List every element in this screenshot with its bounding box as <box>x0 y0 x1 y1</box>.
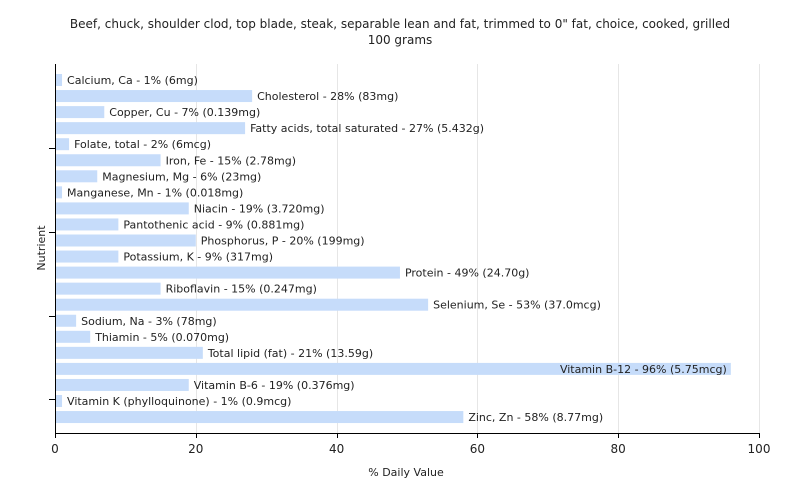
bar-label: Iron, Fe - 15% (2.78mg) <box>166 154 296 167</box>
bar-label: Selenium, Se - 53% (37.0mcg) <box>433 299 601 312</box>
bars <box>56 74 731 424</box>
x-axis-title: % Daily Value <box>368 466 444 479</box>
x-tick-label: 40 <box>329 442 344 456</box>
x-tick-label: 20 <box>188 442 203 456</box>
bar-label: Vitamin B-6 - 19% (0.376mg) <box>194 379 355 392</box>
x-tick-label: 0 <box>51 442 59 456</box>
bar-label: Pantothenic acid - 9% (0.881mg) <box>123 218 304 231</box>
bar <box>56 298 429 311</box>
bar <box>56 282 161 295</box>
bar-label: Riboflavin - 15% (0.247mg) <box>166 283 317 296</box>
bar <box>56 330 91 343</box>
bar-label: Fatty acids, total saturated - 27% (5.43… <box>250 122 484 135</box>
bar-label: Vitamin K (phylloquinone) - 1% (0.9mcg) <box>67 395 291 408</box>
bar-label: Protein - 49% (24.70g) <box>405 267 530 280</box>
bar <box>56 234 196 247</box>
bar-label: Thiamin - 5% (0.070mg) <box>94 331 229 344</box>
bar <box>56 186 63 199</box>
bar-label: Manganese, Mn - 1% (0.018mg) <box>67 186 243 199</box>
bar <box>56 411 464 424</box>
bar <box>56 250 119 263</box>
bar <box>56 202 189 215</box>
bar-label: Total lipid (fat) - 21% (13.59g) <box>207 347 373 360</box>
bar <box>56 170 98 183</box>
bar-labels: Calcium, Ca - 1% (6mg) Cholesterol - 28% … <box>67 74 727 424</box>
bar <box>56 346 203 359</box>
bar-label: Folate, total - 2% (6mcg) <box>74 138 211 151</box>
grid <box>196 64 760 433</box>
bar-label: Phosphorus, P - 20% (199mg) <box>201 235 365 248</box>
bar-label: Cholesterol - 28% (83mg) <box>257 90 398 103</box>
bar-label: Potassium, K - 9% (317mg) <box>123 251 273 264</box>
bar <box>56 106 105 119</box>
x-tick-label: 100 <box>748 442 771 456</box>
bar <box>56 266 400 279</box>
bar <box>56 74 63 86</box>
bar <box>56 154 161 167</box>
bar <box>56 378 189 391</box>
bar-label: Sodium, Na - 3% (78mg) <box>81 315 217 328</box>
bar <box>56 362 731 375</box>
bar <box>56 218 119 231</box>
x-tick-label: 60 <box>470 442 485 456</box>
bar-label: Niacin - 19% (3.720mg) <box>194 202 325 215</box>
axes: 0 20 40 60 80 100 <box>49 64 770 456</box>
bar-label: Calcium, Ca - 1% (6mg) <box>67 74 198 87</box>
x-tick-label: 80 <box>611 442 626 456</box>
bar-label: Vitamin B-12 - 96% (5.75mcg) <box>560 363 727 376</box>
bar-label: Copper, Cu - 7% (0.139mg) <box>109 106 260 119</box>
bar-label: Zinc, Zn - 58% (8.77mg) <box>468 411 603 424</box>
bar-label: Magnesium, Mg - 6% (23mg) <box>102 170 261 183</box>
bar <box>56 395 63 407</box>
y-axis-title: Nutrient <box>35 225 48 271</box>
chart-subtitle: 100 grams <box>368 33 433 47</box>
bar <box>56 138 70 151</box>
bar <box>56 90 253 103</box>
bar <box>56 314 77 327</box>
chart-title: Beef, chuck, shoulder clod, top blade, s… <box>70 17 730 31</box>
bar <box>56 122 246 135</box>
